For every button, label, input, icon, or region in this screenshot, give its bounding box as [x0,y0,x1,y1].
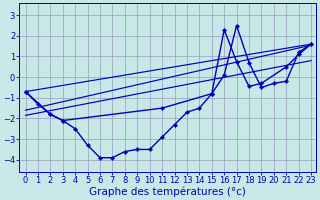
X-axis label: Graphe des températures (°c): Graphe des températures (°c) [89,187,246,197]
